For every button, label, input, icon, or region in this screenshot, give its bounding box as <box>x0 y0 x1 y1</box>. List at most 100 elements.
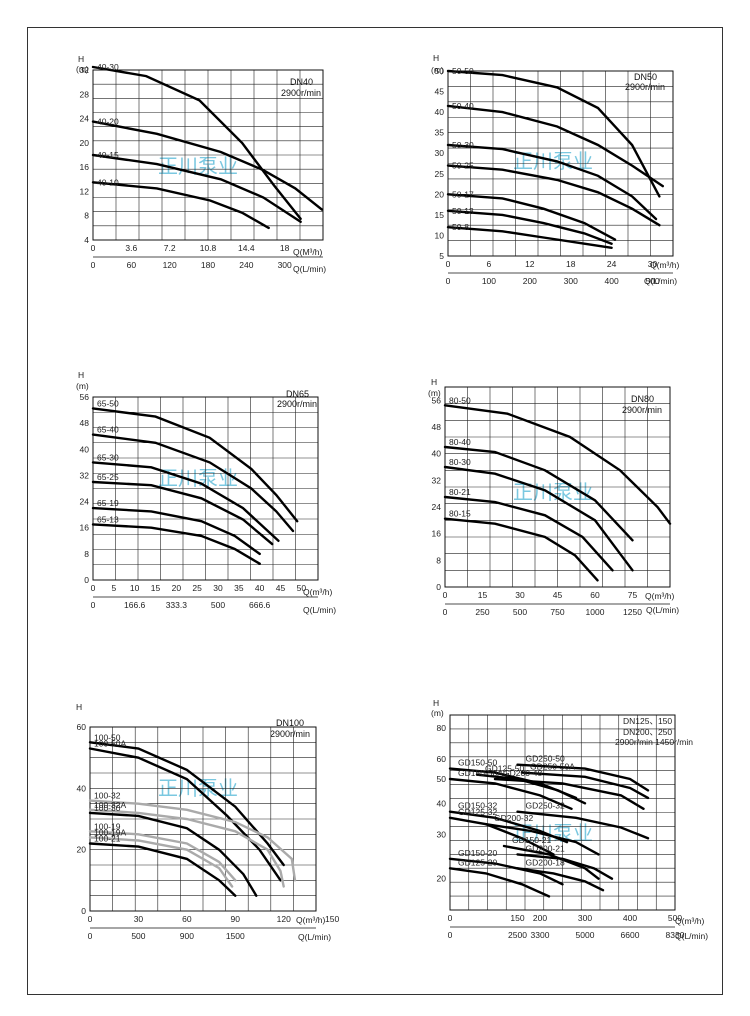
series-line <box>516 867 605 892</box>
y-axis-label: H <box>431 377 437 387</box>
y-tick-label: 30 <box>437 830 447 840</box>
series-line <box>516 853 614 880</box>
series-line <box>520 771 650 800</box>
x-tick-label: 10.8 <box>200 243 217 253</box>
series-line <box>91 523 261 565</box>
x-tick-label: 0 <box>91 583 96 593</box>
x2-tick-label: 2500 <box>508 930 527 940</box>
y-axis-unit: (m) <box>76 64 89 74</box>
x2-tick-label: 6600 <box>621 930 640 940</box>
x2-axis-unit: Q(L/min) <box>293 264 326 274</box>
y-tick-label: 45 <box>435 87 445 97</box>
series-label: 65-30 <box>97 452 119 462</box>
series-label: GD250-50A <box>530 762 575 772</box>
series-label: 40-20 <box>97 117 119 127</box>
y-tick-label: 60 <box>77 722 87 732</box>
series-label: 80-40 <box>449 437 471 447</box>
x-axis-unit: Q(m³/h) <box>650 260 679 270</box>
chart-title: DN65 <box>286 389 309 399</box>
series-label: 80-15 <box>449 509 471 519</box>
x2-tick-label: 1500 <box>226 931 245 941</box>
chart-title: DN80 <box>631 394 654 404</box>
y-tick-label: 50 <box>435 66 445 76</box>
plot-area <box>88 726 317 912</box>
chart-title: DN40 <box>290 77 313 87</box>
y-tick-label: 32 <box>432 475 442 485</box>
series-line <box>516 810 650 840</box>
series-label: GD125-20 <box>458 857 497 867</box>
series-label: GD200-32 <box>494 813 533 823</box>
y-tick-label: 48 <box>432 422 442 432</box>
plot-frame <box>447 70 674 257</box>
y-axis-unit: (m) <box>431 708 444 718</box>
series-line <box>91 65 302 220</box>
x2-tick-label: 1000 <box>586 607 605 617</box>
series-label: GD150-32 <box>458 801 497 811</box>
series-label: GD150-50 <box>458 758 497 768</box>
series-label: 50-13 <box>452 206 474 216</box>
series-line <box>88 836 234 888</box>
x-tick-label: 150 <box>325 914 339 924</box>
x-tick-label: 25 <box>192 583 202 593</box>
series-label: GD200-18 <box>526 857 565 867</box>
series-label: GD150-50A <box>458 768 503 778</box>
x-tick-label: 24 <box>607 259 617 269</box>
chart-title: DN125、150 <box>623 716 672 726</box>
series-label: GD250-32 <box>526 801 565 811</box>
x2-tick-label: 240 <box>239 260 253 270</box>
series-line <box>446 143 658 221</box>
y-tick-label: 0 <box>81 906 86 916</box>
x-tick-label: 40 <box>255 583 265 593</box>
chart-subtitle: 2900r/min <box>277 399 317 409</box>
page-frame <box>27 27 723 995</box>
x2-axis-unit: Q(L/min) <box>646 605 679 615</box>
plot-frame <box>92 396 319 581</box>
x-tick-label: 0 <box>91 243 96 253</box>
series-line <box>91 480 274 546</box>
series-line <box>448 777 573 810</box>
series-line <box>446 193 617 241</box>
series-label: 50-40 <box>452 101 474 111</box>
series-label: 50-25 <box>452 161 474 171</box>
x-axis-unit: Q(m³/h) <box>645 591 674 601</box>
y-tick-label: 4 <box>84 235 89 245</box>
series-line <box>88 799 297 882</box>
x-tick-label: 18 <box>566 259 576 269</box>
y-tick-label: 16 <box>80 523 90 533</box>
y-tick-label: 24 <box>80 497 90 507</box>
series-label: 40-15 <box>97 150 119 160</box>
x-tick-label: 60 <box>182 914 192 924</box>
x2-tick-label: 400 <box>605 276 619 286</box>
series-line <box>443 495 614 572</box>
x2-axis-unit: Q(L/min) <box>298 932 331 942</box>
plot-frame <box>444 386 671 588</box>
x-axis-unit: Q(M³/h) <box>293 247 322 257</box>
y-tick-label: 24 <box>432 502 442 512</box>
x-tick-label: 15 <box>478 590 488 600</box>
series-line <box>446 226 613 249</box>
x2-tick-label: 750 <box>550 607 564 617</box>
series-label: 50-50 <box>452 66 474 76</box>
y-tick-label: 32 <box>80 65 90 75</box>
chart-dn50: H (m) DN50 2900r/min Q(m³/h) Q(L/min) 正川… <box>431 53 679 286</box>
y-tick-label: 20 <box>80 138 90 148</box>
y-tick-label: 8 <box>84 211 89 221</box>
series-line <box>91 461 280 542</box>
y-axis-label: H <box>76 702 82 712</box>
series-line <box>91 433 295 533</box>
series-label: 50-30 <box>452 140 474 150</box>
series-line <box>443 445 634 542</box>
series-line <box>448 867 551 898</box>
x-tick-label: 18 <box>280 243 290 253</box>
chart-subtitle: 2900r/min <box>622 405 662 415</box>
y-tick-label: 10 <box>435 230 445 240</box>
x-tick-label: 0 <box>88 914 93 924</box>
series-label: 80-21 <box>449 487 471 497</box>
y-tick-label: 16 <box>80 162 90 172</box>
x2-tick-label: 250 <box>475 607 489 617</box>
y-tick-label: 8 <box>436 555 441 565</box>
series-label: 40-30 <box>97 62 119 72</box>
chart-subtitle: 2900r/min <box>281 88 321 98</box>
series-line <box>88 830 237 882</box>
y-tick-label: 56 <box>432 395 442 405</box>
